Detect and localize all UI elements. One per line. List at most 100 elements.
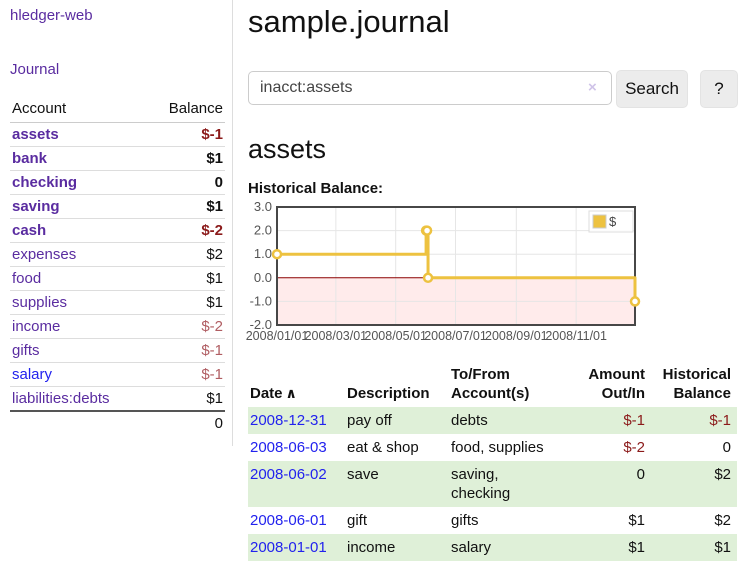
accounts-total: 0 xyxy=(146,410,225,435)
chart-title: Historical Balance: xyxy=(248,180,384,197)
search-input[interactable] xyxy=(248,71,612,105)
transaction-accounts: food, supplies xyxy=(451,439,544,456)
svg-text:2008/03/01: 2008/03/01 xyxy=(305,329,368,343)
svg-text:0.0: 0.0 xyxy=(254,270,272,285)
transaction-balance: $2 xyxy=(714,512,731,529)
transaction-accounts: saving, checking xyxy=(449,461,575,507)
transaction-balance: 0 xyxy=(722,439,731,456)
historical-balance-chart: $3.0 2.0 1.0 0.0 -1.0 -2.0 2008/01/01 2008/03/0… xyxy=(240,200,670,350)
register-row[interactable]: 2008-06-03 eat & shop food, supplies $-2 0 xyxy=(248,434,737,461)
register-row[interactable]: 2008-01-01 income salary $1 $1 xyxy=(248,534,737,561)
chart-legend: $ xyxy=(588,210,634,233)
account-balance: $-1 xyxy=(146,338,225,363)
sidebar: hledger-web Journal Account Balance asse… xyxy=(0,0,233,446)
accounts-table: Account Balance assets $-1 bank $1 checking 0… xyxy=(10,96,225,435)
transaction-date-link[interactable]: 2008-06-02 xyxy=(250,466,327,483)
transaction-amount: 0 xyxy=(575,461,651,507)
svg-text:2.0: 2.0 xyxy=(254,223,272,238)
main-content: sample.journal × Search ? assets Histori… xyxy=(246,0,738,561)
account-balance: 0 xyxy=(146,170,225,195)
account-row: expenses $2 xyxy=(10,242,225,267)
account-balance: $1 xyxy=(146,266,225,291)
account-link-saving[interactable]: saving xyxy=(12,198,60,215)
search-form: × Search ? xyxy=(248,70,738,108)
transaction-balance: $2 xyxy=(651,461,737,507)
account-link-gifts[interactable]: gifts xyxy=(12,342,40,359)
account-link-expenses[interactable]: expenses xyxy=(12,246,77,263)
register-table: Date ∧ Description To/From Account(s) Amou… xyxy=(248,363,737,561)
svg-text:3.0: 3.0 xyxy=(254,200,272,214)
account-row: assets $-1 xyxy=(10,123,225,147)
account-balance: $-1 xyxy=(201,126,223,143)
transaction-date-link[interactable]: 2008-06-01 xyxy=(250,512,327,529)
clear-search-icon[interactable]: × xyxy=(588,79,597,96)
transaction-description: save xyxy=(345,461,449,507)
account-balance: $1 xyxy=(146,290,225,315)
account-heading: assets xyxy=(248,134,327,164)
transaction-description: pay off xyxy=(345,407,449,434)
register-col-description: Description xyxy=(347,385,430,402)
transaction-amount: $1 xyxy=(628,512,645,529)
account-row: supplies $1 xyxy=(10,290,225,315)
accounts-col-account: Account xyxy=(10,96,147,123)
transaction-date-link[interactable]: 2008-06-03 xyxy=(250,439,327,456)
page-title: sample.journal xyxy=(248,4,450,39)
account-link-checking[interactable]: checking xyxy=(12,174,78,191)
svg-text:1.0: 1.0 xyxy=(254,246,272,261)
account-row: food $1 xyxy=(10,266,225,291)
svg-text:$: $ xyxy=(609,214,617,229)
transaction-amount: $-2 xyxy=(623,439,645,456)
account-row: checking 0 xyxy=(10,170,225,195)
account-row: salary $-1 xyxy=(10,362,225,387)
register-col-date[interactable]: Date ∧ xyxy=(250,385,297,402)
account-balance: $2 xyxy=(146,242,225,267)
register-col-amount: Amount Out/In xyxy=(588,366,645,402)
account-row: cash $-2 xyxy=(10,218,225,243)
account-balance: $-2 xyxy=(146,314,225,339)
register-table-body: 2008-12-31 pay off debts $-1 $-1 2008-06-03 ea… xyxy=(248,407,737,561)
help-button[interactable]: ? xyxy=(700,70,738,108)
app-title-link[interactable]: hledger-web xyxy=(10,7,93,24)
register-row[interactable]: 2008-06-02 save saving, checking 0 $2 xyxy=(248,461,737,507)
svg-text:2008/11/01: 2008/11/01 xyxy=(545,329,607,343)
account-balance: $1 xyxy=(146,194,225,219)
account-link-bank[interactable]: bank xyxy=(12,150,48,167)
register-col-balance: Historical Balance xyxy=(662,366,731,402)
transaction-description: gift xyxy=(347,512,368,529)
accounts-col-balance: Balance xyxy=(146,96,225,123)
transaction-description: eat & shop xyxy=(347,439,419,456)
account-link-food[interactable]: food xyxy=(12,270,42,287)
account-link-assets[interactable]: assets xyxy=(12,126,59,143)
register-row[interactable]: 2008-12-31 pay off debts $-1 $-1 xyxy=(248,407,737,434)
account-row: liabilities:debts $1 xyxy=(10,386,225,411)
accounts-total-row: 0 xyxy=(10,410,225,435)
account-link-liabilities-debts[interactable]: liabilities:debts xyxy=(12,390,110,407)
account-balance: $1 xyxy=(146,146,225,171)
transaction-date-link[interactable]: 2008-12-31 xyxy=(250,412,327,429)
transaction-accounts: debts xyxy=(449,407,575,434)
svg-text:-2.0: -2.0 xyxy=(250,317,272,332)
transaction-date-link[interactable]: 2008-01-01 xyxy=(250,539,327,556)
transaction-amount: $1 xyxy=(575,534,651,561)
sidebar-item-journal[interactable]: Journal xyxy=(10,61,60,78)
sort-asc-icon: ∧ xyxy=(285,385,297,401)
account-link-cash[interactable]: cash xyxy=(12,222,47,239)
account-row: gifts $-1 xyxy=(10,338,225,363)
register-row[interactable]: 2008-06-01 gift gifts $1 $2 xyxy=(248,507,737,534)
search-button[interactable]: Search xyxy=(616,70,688,108)
transaction-accounts: gifts xyxy=(451,512,479,529)
transaction-amount: $-1 xyxy=(575,407,651,434)
register-header-row: Date ∧ Description To/From Account(s) Amou… xyxy=(248,363,737,407)
account-row: bank $1 xyxy=(10,146,225,171)
account-balance: $1 xyxy=(146,386,225,411)
account-link-income[interactable]: income xyxy=(12,318,61,335)
transaction-accounts: salary xyxy=(449,534,575,561)
account-link-salary[interactable]: salary xyxy=(12,366,53,383)
transaction-description: income xyxy=(345,534,449,561)
svg-text:2008/01/01: 2008/01/01 xyxy=(246,329,309,343)
svg-text:2008/07/01: 2008/07/01 xyxy=(424,329,487,343)
accounts-table-header: Account Balance xyxy=(10,96,225,123)
svg-text:2008/09/01: 2008/09/01 xyxy=(485,329,548,343)
account-link-supplies[interactable]: supplies xyxy=(12,294,68,311)
accounts-table-body: assets $-1 bank $1 checking 0 saving $1 cash $-2 e… xyxy=(10,123,225,435)
